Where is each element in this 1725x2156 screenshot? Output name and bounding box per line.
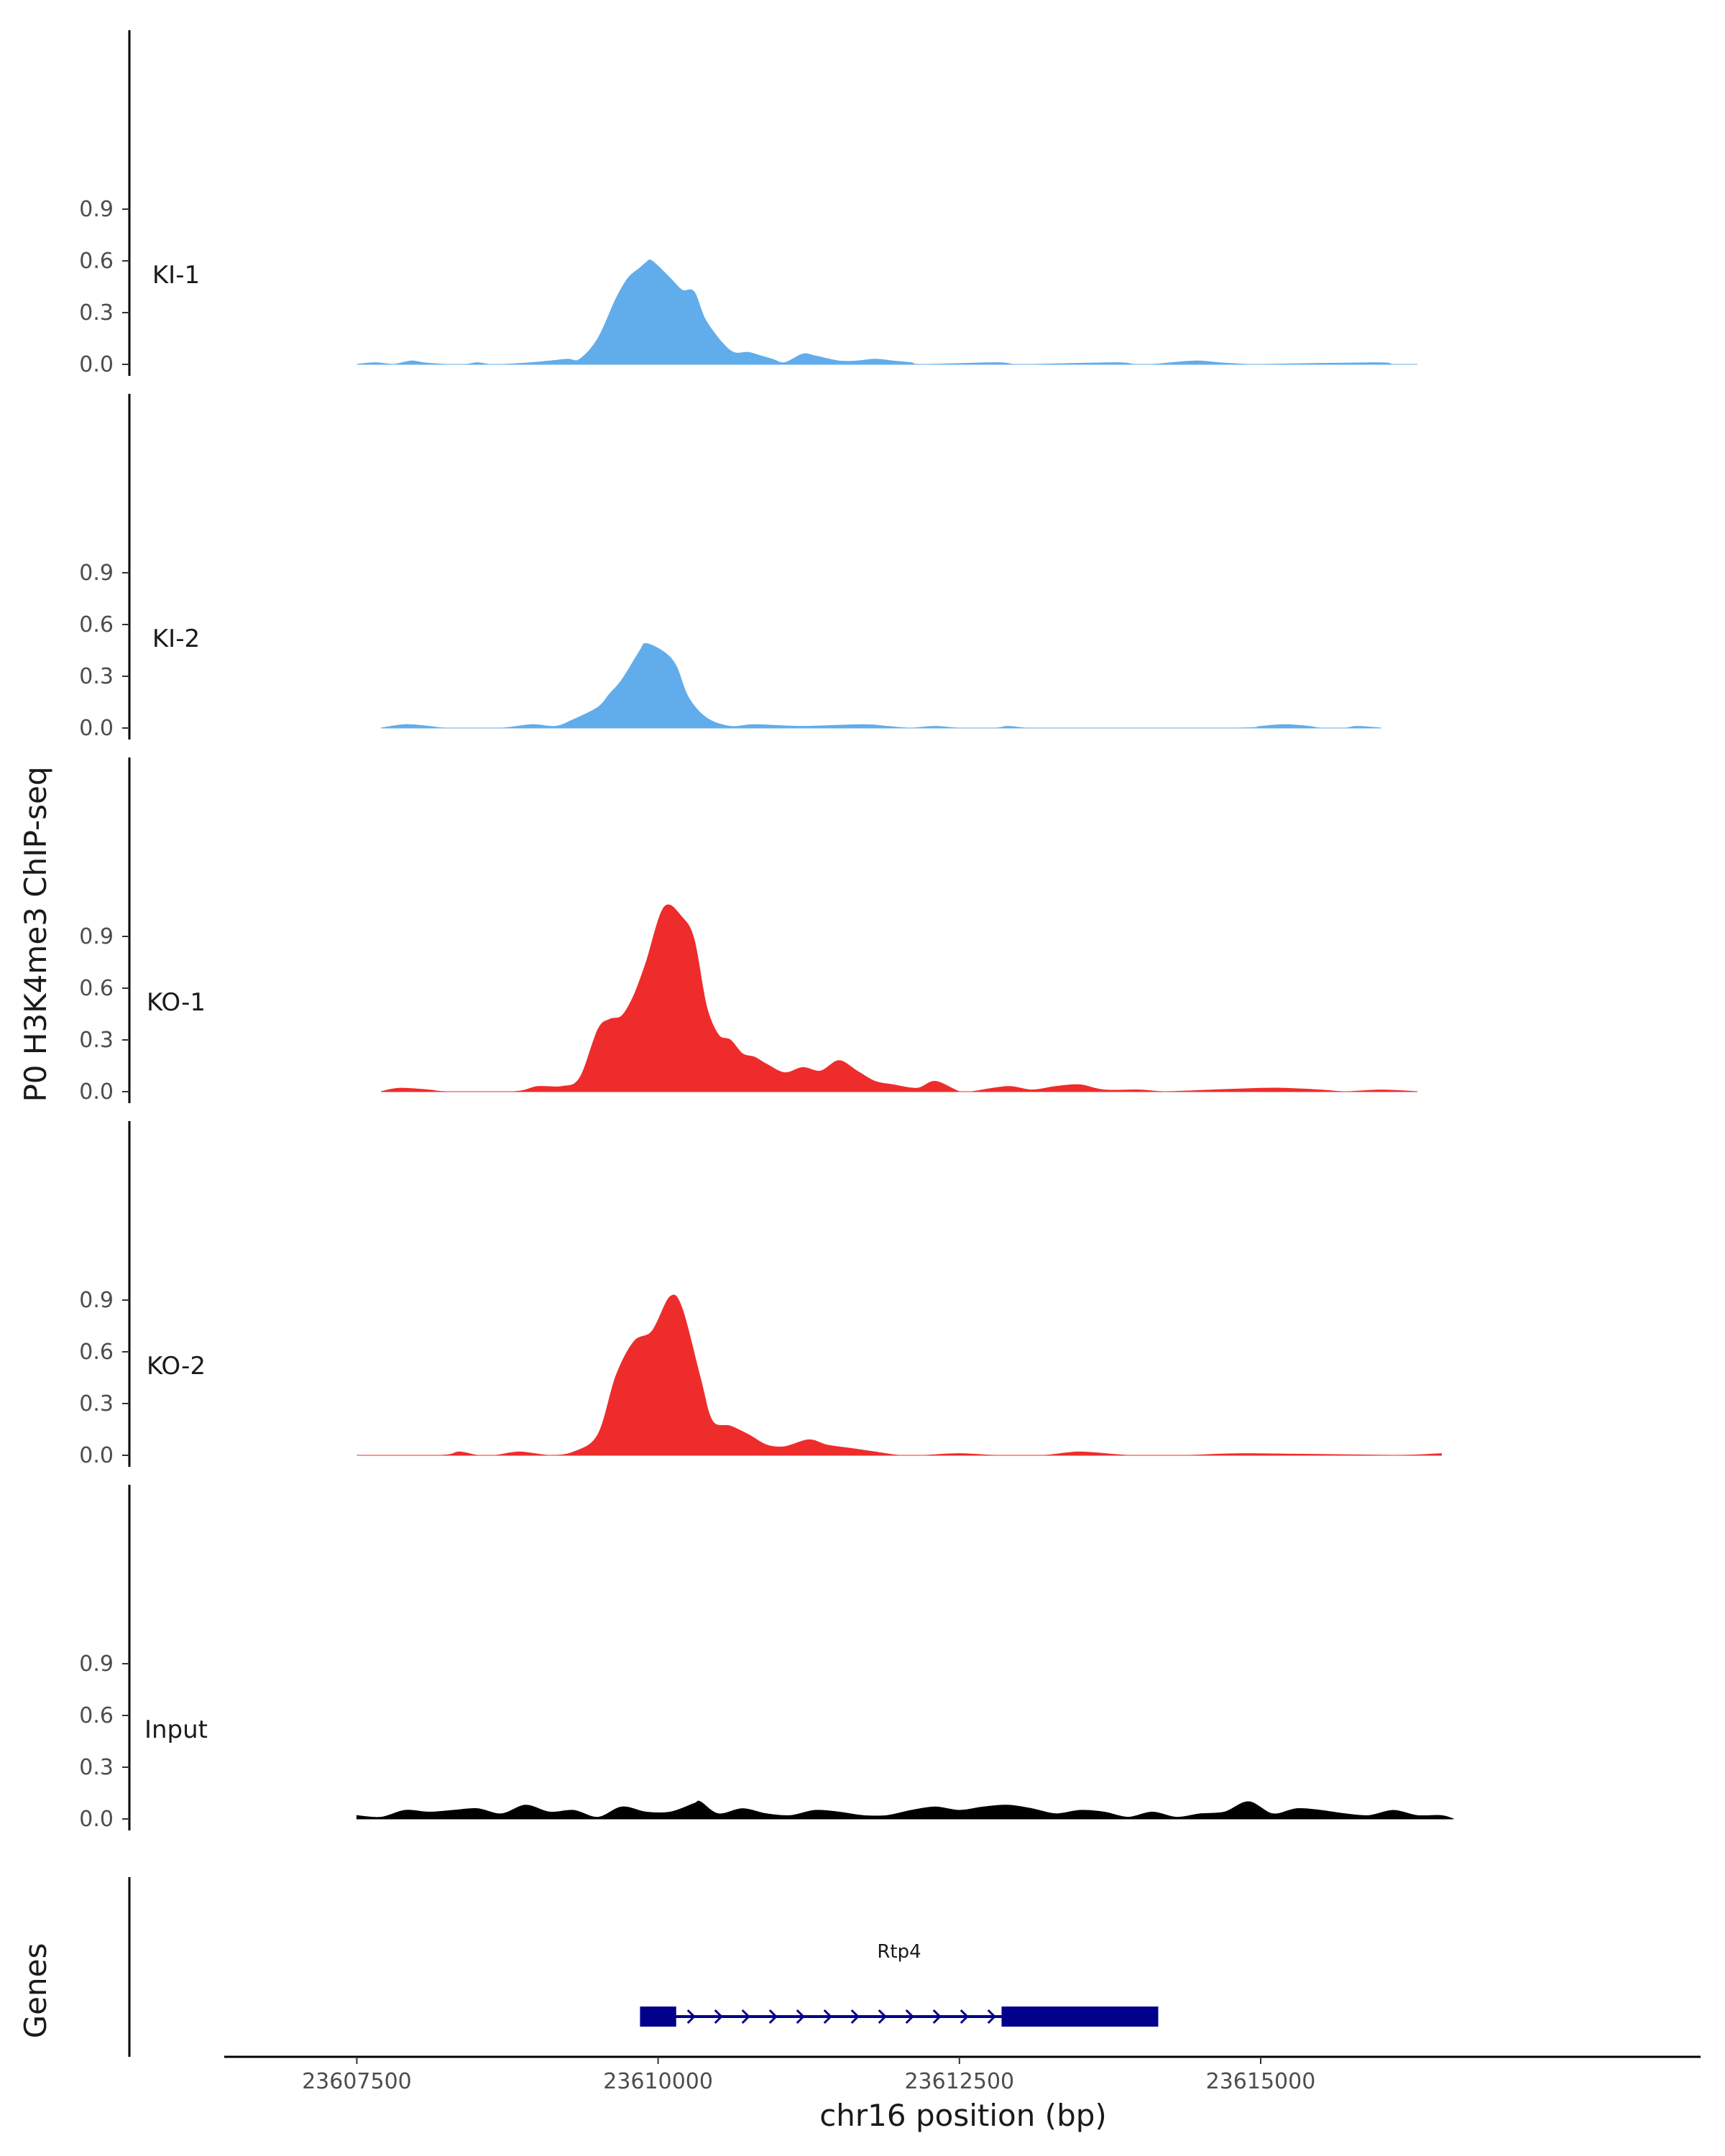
signal-area: [356, 1294, 1442, 1456]
x-tick-label: 23615000: [1206, 2069, 1316, 2094]
x-tick-label: 23612500: [904, 2069, 1014, 2094]
strand-arrow: [796, 2009, 805, 2024]
y-tick-label: 0.3: [79, 1755, 114, 1780]
y-tick-label: 0.3: [79, 664, 114, 689]
y-tick-label: 0.0: [79, 352, 114, 377]
track-input: 0.0 0.3 0.6 0.9 Input: [79, 1485, 1454, 1832]
y-tick-label: 0.3: [79, 1391, 114, 1416]
x-axis: chr16 position (bp) 23607500 23610000 2361…: [224, 2055, 1701, 2133]
x-axis-title: chr16 position (bp): [819, 2098, 1107, 2133]
x-tick-label: 23607500: [302, 2069, 412, 2094]
y-tick-label: 0.9: [79, 197, 114, 222]
y-axis-title: P0 H3K4me3 ChIP-seq: [18, 766, 53, 1102]
track-ko-1: 0.0 0.3 0.6 0.9 KO-1: [79, 757, 1418, 1105]
strand-arrow: [850, 2009, 860, 2024]
strand-arrow: [987, 2009, 996, 2024]
y-tick-label: 0.9: [79, 924, 114, 949]
genes-layer: Genes Rtp4: [18, 1877, 1159, 2057]
gene-label: Rtp4: [877, 1941, 921, 1963]
strand-arrow: [741, 2009, 750, 2024]
y-tick-label: 0.9: [79, 1651, 114, 1677]
y-tick-label: 0.6: [79, 249, 114, 274]
y-tick-label: 0.6: [79, 976, 114, 1001]
y-tick-label: 0.3: [79, 1028, 114, 1053]
strand-arrow: [960, 2009, 969, 2024]
strand-arrow: [768, 2009, 778, 2024]
strand-arrow: [686, 2009, 696, 2024]
track-label: KO-2: [147, 1352, 206, 1381]
y-tick-label: 0.9: [79, 561, 114, 586]
y-tick-label: 0.3: [79, 300, 114, 326]
strand-arrow: [878, 2009, 887, 2024]
genes-axis-title: Genes: [18, 1943, 53, 2039]
track-label: Input: [144, 1715, 208, 1744]
strand-arrow: [905, 2009, 914, 2024]
strand-arrow: [823, 2009, 832, 2024]
y-tick-label: 0.6: [79, 1703, 114, 1728]
track-label: KI-2: [152, 625, 200, 653]
y-tick-label: 0.0: [79, 1443, 114, 1468]
signal-area: [380, 904, 1418, 1092]
strand-arrow: [714, 2009, 723, 2024]
y-tick-label: 0.6: [79, 612, 114, 637]
gene-exon: [1001, 2007, 1159, 2027]
track-ki-2: 0.0 0.3 0.6 0.9 KI-2: [79, 394, 1381, 741]
track-label: KI-1: [152, 261, 200, 290]
y-tick-label: 0.0: [79, 1079, 114, 1105]
y-tick-label: 0.9: [79, 1288, 114, 1313]
track-ko-2: 0.0 0.3 0.6 0.9 KO-2: [79, 1121, 1442, 1468]
x-tick-label: 23610000: [603, 2069, 713, 2094]
gene-rtp4: Rtp4: [640, 1941, 1159, 2027]
y-tick-label: 0.6: [79, 1340, 114, 1365]
signal-area: [380, 642, 1381, 729]
track-label: KO-1: [147, 988, 206, 1017]
y-tick-label: 0.0: [79, 1807, 114, 1832]
signal-area: [356, 1800, 1454, 1820]
strand-arrow: [932, 2009, 942, 2024]
gene-exon: [640, 2007, 676, 2027]
y-tick-label: 0.0: [79, 716, 114, 741]
track-ki-1: 0.0 0.3 0.6 0.9 KI-1: [79, 30, 1418, 377]
tracks-layer: 0.00.30.60.9KI-10.00.30.60.9KI-20.00.30.…: [79, 30, 1454, 1832]
signal-area: [356, 259, 1418, 365]
